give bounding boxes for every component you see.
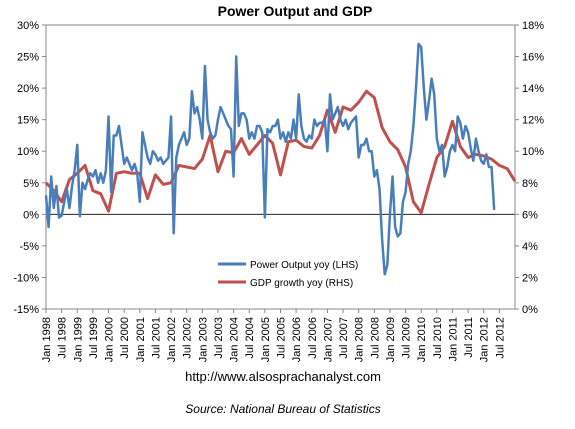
source-note: Source: National Bureau of Statistics [185, 402, 380, 416]
left-tick-label: -10% [13, 272, 39, 284]
x-tick-label: Jan 2008 [354, 317, 366, 362]
x-tick-label: Jan 2009 [385, 317, 397, 362]
power-output-line [44, 42, 496, 276]
legend-label-gdp: GDP growth yoy (RHS) [250, 278, 353, 289]
gdp-growth-line [44, 89, 517, 215]
x-tick-label: Jul 2007 [338, 317, 350, 359]
x-tick-label: Jan 2012 [479, 317, 491, 362]
plot-frame [45, 24, 516, 310]
legend-label-power: Power Output yoy (LHS) [250, 260, 358, 271]
x-tick-label: Jul 2005 [276, 317, 288, 359]
x-tick-label: Jul 2001 [150, 317, 162, 359]
left-tick-label: 25% [17, 52, 39, 64]
left-tick-label: 0% [23, 209, 39, 221]
x-tick-label: Jan 2011 [447, 317, 459, 361]
x-tick-label: Jul 2006 [307, 317, 319, 359]
x-tick-label: Jul 2004 [244, 317, 256, 359]
x-tick-label: Jan 2004 [229, 317, 241, 362]
left-tick-label: -15% [13, 304, 39, 316]
x-tick-label: Jan 2003 [197, 317, 209, 362]
x-tick-label: Jan 2000 [104, 317, 116, 362]
x-tick-label: Jul 2010 [432, 317, 444, 359]
right-axis-ticks: 0% 2% 4% 6% 8% 10% 12% 14% 16% 18% [515, 20, 544, 316]
right-tick-label: 2% [522, 272, 538, 284]
left-axis-ticks: -15% -10% -5% 0% 5% 10% 15% 20% 25% 30% [13, 20, 46, 316]
x-tick-label: Jul 1998 [57, 317, 69, 359]
left-tick-label: -5% [19, 241, 39, 253]
left-tick-label: 15% [17, 115, 39, 127]
x-tick-label: Jul 2012 [494, 317, 506, 359]
website-url: http://www.alsosprachanalyst.com [185, 369, 381, 384]
right-tick-label: 16% [522, 52, 544, 64]
x-tick-label: Jan 1999 [72, 317, 84, 362]
x-tick-label: Jan 2010 [416, 317, 428, 362]
right-tick-label: 0% [522, 304, 538, 316]
chart-title: Power Output and GDP [218, 3, 373, 19]
right-tick-label: 12% [522, 115, 544, 127]
x-tick-label: Jul 2009 [401, 317, 413, 359]
x-axis-ticks: Jan 1998 Jul 1998 Jan 1999 Jul 1999 Jan 2000… [41, 309, 506, 362]
legend: Power Output yoy (LHS) GDP growth yoy (R… [218, 260, 358, 289]
right-tick-label: 8% [522, 178, 538, 190]
right-tick-label: 14% [522, 83, 544, 95]
left-tick-label: 10% [17, 146, 39, 158]
x-tick-label: Jul 2008 [369, 317, 381, 359]
x-tick-label: Jul 1999 [88, 317, 100, 359]
left-tick-label: 20% [17, 83, 39, 95]
x-tick-label: Jan 1998 [41, 317, 53, 362]
x-tick-label: Jul 2003 [213, 317, 225, 359]
right-tick-label: 4% [522, 241, 538, 253]
x-tick-label: Jul 2000 [119, 317, 131, 359]
left-tick-label: 5% [23, 178, 39, 190]
right-tick-label: 10% [522, 146, 544, 158]
right-tick-label: 18% [522, 20, 544, 32]
right-tick-label: 6% [522, 209, 538, 221]
x-tick-label: Jan 2007 [322, 317, 334, 362]
x-tick-label: Jul 2011 [463, 317, 475, 358]
x-tick-label: Jan 2002 [166, 317, 178, 362]
x-tick-label: Jan 2006 [291, 317, 303, 362]
left-tick-label: 30% [17, 20, 39, 32]
x-tick-label: Jul 2002 [182, 317, 194, 359]
x-tick-label: Jan 2005 [260, 317, 272, 362]
x-tick-label: Jan 2001 [135, 317, 147, 362]
